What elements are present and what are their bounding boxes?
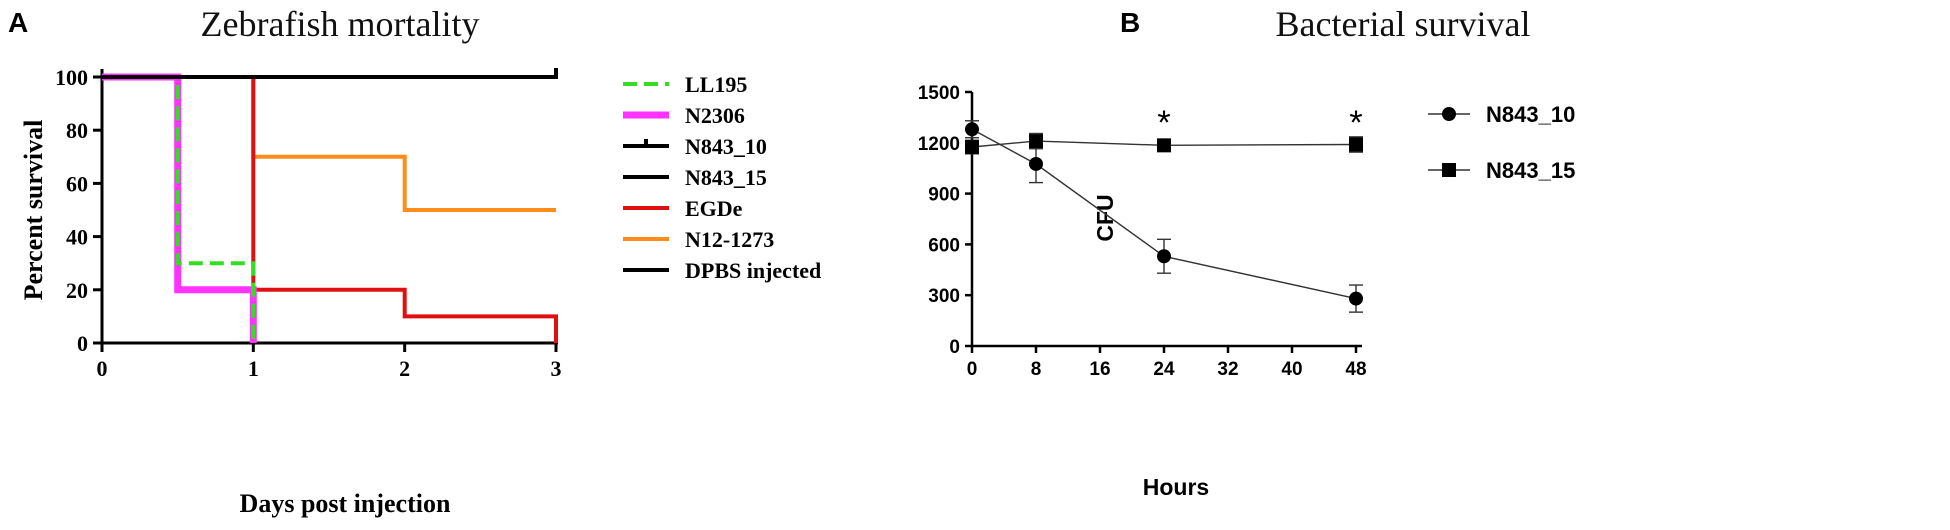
chart-a-y-tick-label: 100 [55, 65, 88, 90]
chart-b-y-tick-label: 1200 [918, 134, 960, 155]
chart-b-x-tick-label: 0 [967, 359, 978, 380]
chart-a-y-tick-label: 40 [66, 225, 88, 250]
chart-b-legend-marker [1442, 107, 1456, 121]
chart-a-legend-label: LL195 [685, 72, 747, 97]
panel-b-letter: B [1120, 7, 1140, 38]
chart-a-legend-label: EGDe [685, 196, 743, 221]
chart-a-legend-label: N12-1273 [685, 227, 774, 252]
chart-b-point-n843-15 [1157, 138, 1171, 153]
chart-b-y-tick-label: 600 [928, 235, 960, 256]
chart-b-ylabel: CFU [1092, 194, 1118, 241]
chart-a-legend-label: N843_10 [685, 134, 767, 159]
chart-a-legend-label: N843_15 [685, 165, 767, 190]
chart-b-x-tick-label: 8 [1031, 359, 1042, 380]
chart-a-ylabel: Percent survival [19, 120, 48, 301]
chart-b-significance-star: * [1349, 104, 1362, 142]
chart-a-series-line-n12-1273 [102, 75, 556, 212]
chart-a-x-tick-label: 0 [97, 356, 108, 381]
chart-b-point-n843-10 [1029, 156, 1043, 171]
chart-b-series-line-n843-10 [971, 128, 1357, 300]
chart-b-x-tick-label: 40 [1281, 359, 1302, 380]
chart-b-y-tick-label: 1500 [918, 83, 960, 104]
panel-a-letter: A [8, 7, 28, 38]
chart-b-y-tick-label: 0 [949, 337, 960, 358]
chart-a-y-tick-label: 60 [66, 171, 88, 196]
chart-a-legend-label: N2306 [685, 103, 745, 128]
chart-b-axes: 0 300 600 900 1200 1500 0 8 16 24 32 40 48 [918, 83, 1367, 380]
chart-b-legend-label: N843_10 [1486, 102, 1575, 127]
chart-a-xlabel: Days post injection [240, 489, 451, 518]
chart-b-series-line-n843-15 [971, 140, 1357, 148]
chart-a-title: Zebrafish mortality [201, 4, 480, 44]
chart-a-axes: 0 20 40 60 80 100 0 1 2 3 [55, 65, 562, 381]
chart-a-series [102, 68, 558, 343]
chart-b-xlabel: Hours [1143, 474, 1209, 500]
chart-a-x-tick-label: 3 [551, 356, 562, 381]
chart-b-x-tick-label: 48 [1345, 359, 1366, 380]
chart-a-legend-label: DPBS injected [685, 258, 821, 283]
chart-b-series: * * [965, 104, 1363, 313]
panel-b-chart: Bacterial survival Hours CFU 0 300 600 900 1… [918, 4, 1576, 500]
chart-a-x-tick-label: 1 [248, 356, 259, 381]
chart-b-point-n843-10 [965, 122, 979, 137]
chart-b-title: Bacterial survival [1276, 4, 1531, 44]
chart-b-x-tick-label: 24 [1153, 359, 1175, 380]
chart-a-y-tick-label: 80 [66, 118, 88, 143]
chart-b-y-tick-label: 300 [928, 286, 960, 307]
chart-b-point-n843-15 [1029, 134, 1043, 149]
chart-b-point-n843-10 [1349, 291, 1363, 306]
chart-b-legend-label: N843_15 [1486, 158, 1575, 183]
chart-a-y-tick-label: 0 [77, 331, 88, 356]
panel-a-chart: Zebrafish mortality Days post injection … [19, 4, 821, 518]
chart-a-legend: LL195 N2306 N843_10 N843_15 EGDe N12-1273 DPBS… [623, 72, 821, 283]
chart-b-x-tick-label: 32 [1217, 359, 1238, 380]
chart-b-x-tick-label: 16 [1089, 359, 1110, 380]
chart-b-y-tick-label: 900 [928, 185, 960, 206]
chart-b-significance-star: * [1157, 104, 1170, 142]
chart-a-x-tick-label: 2 [399, 356, 410, 381]
chart-b-point-n843-15 [1349, 137, 1363, 152]
chart-b-legend-marker [1442, 163, 1456, 177]
chart-b-legend: N843_10 N843_15 [1428, 102, 1575, 183]
chart-a-y-tick-label: 20 [66, 278, 88, 303]
chart-b-point-n843-10 [1157, 249, 1171, 264]
chart-b-point-n843-15 [965, 140, 979, 155]
